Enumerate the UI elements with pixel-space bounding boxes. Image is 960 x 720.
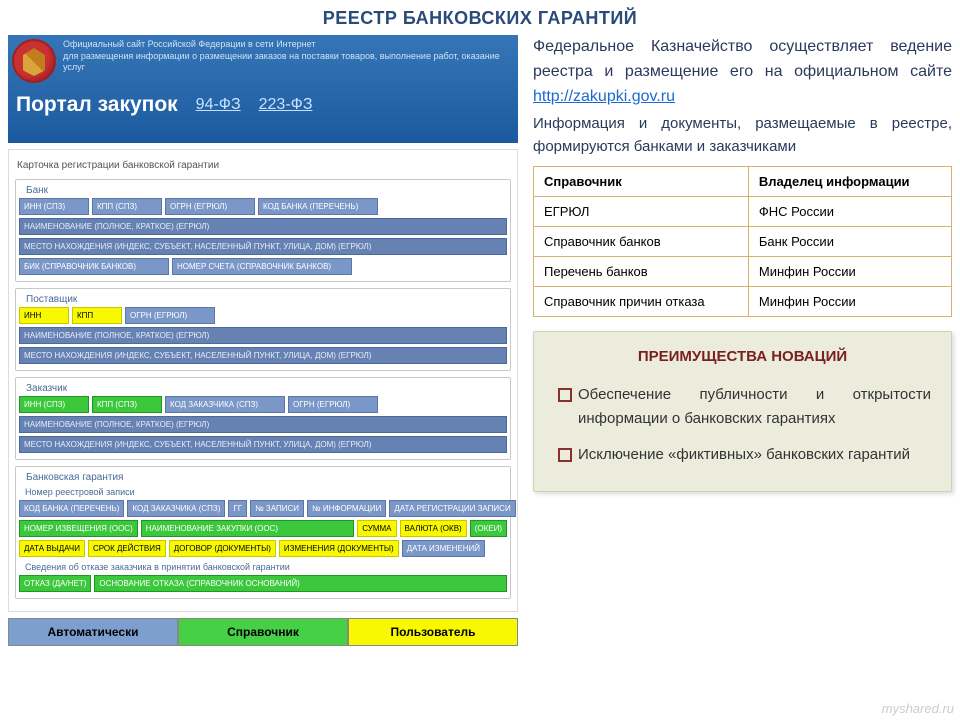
section-label-supplier: Поставщик [23,294,80,305]
table-cell: Перечень банков [534,257,749,287]
table-cell: ЕГРЮЛ [534,197,749,227]
form-card: Карточка регистрации банковской гарантии… [8,149,518,612]
field-supplier-kpp[interactable]: КПП [72,307,122,324]
field-код-банка-перечень-[interactable]: КОД БАНКА (ПЕРЕЧЕНЬ) [19,500,124,517]
field-bank-account[interactable]: НОМЕР СЧЕТА (СПРАВОЧНИК БАНКОВ) [172,258,352,275]
zakupki-link[interactable]: http://zakupki.gov.ru [533,88,675,105]
field--записи[interactable]: № ЗАПИСИ [250,500,304,517]
advantages-title: ПРЕИМУЩЕСТВА НОВАЦИЙ [554,348,931,365]
banner-line1: Официальный сайт Российской Федерации в … [63,39,518,51]
advantage-item: Обеспечение публичности и открытости инф… [554,377,931,437]
field-cust-addr[interactable]: МЕСТО НАХОЖДЕНИЯ (ИНДЕКС, СУБЪЕКТ, НАСЕЛ… [19,436,507,453]
banner-line2: для размещения информации о размещении з… [63,51,518,74]
page-title: РЕЕСТР БАНКОВСКИХ ГАРАНТИЙ [0,0,960,35]
description-2: Информация и документы, размещаемые в ре… [533,113,952,158]
legend: Автоматически Справочник Пользователь [8,618,518,646]
portal-banner: Официальный сайт Российской Федерации в … [8,35,518,143]
field-валюта-окв-[interactable]: ВАЛЮТА (ОКВ) [400,520,467,537]
field-cust-inn[interactable]: ИНН (СПЗ) [19,396,89,413]
section-label-guarantee: Банковская гарантия [23,472,126,483]
field-срок-действия[interactable]: СРОК ДЕЙСТВИЯ [88,540,166,557]
section-guarantee: Банковская гарантия Номер реестровой зап… [15,466,511,599]
field-основание-отказа-справочник-оснований-[interactable]: ОСНОВАНИЕ ОТКАЗА (СПРАВОЧНИК ОСНОВАНИЙ) [94,575,507,592]
field-bank-ogrn[interactable]: ОГРН (ЕГРЮЛ) [165,198,255,215]
watermark: myshared.ru [882,701,954,716]
portal-title: Портал закупок [16,93,178,117]
field-cust-ogrn[interactable]: ОГРН (ЕГРЮЛ) [288,396,378,413]
field--океи-[interactable]: (ОКЕИ) [470,520,507,537]
field-supplier-addr[interactable]: МЕСТО НАХОЖДЕНИЯ (ИНДЕКС, СУБЪЕКТ, НАСЕЛ… [19,347,507,364]
law-link-223[interactable]: 223-ФЗ [259,96,313,114]
field-bank-code[interactable]: КОД БАНКА (ПЕРЕЧЕНЬ) [258,198,378,215]
table-row: Справочник банковБанк России [534,227,952,257]
field-cust-code[interactable]: КОД ЗАКАЗЧИКА (СПЗ) [165,396,285,413]
reference-table: Справочник Владелец информации ЕГРЮЛФНС … [533,166,952,317]
field-дата-выдачи[interactable]: ДАТА ВЫДАЧИ [19,540,85,557]
desc1-text: Федеральное Казначейство осуществляет ве… [533,38,952,80]
field-bank-addr[interactable]: МЕСТО НАХОЖДЕНИЯ (ИНДЕКС, СУБЪЕКТ, НАСЕЛ… [19,238,507,255]
advantage-item: Исключение «фиктивных» банковских гарант… [554,437,931,473]
field-cust-name[interactable]: НАИМЕНОВАНИЕ (ПОЛНОЕ, КРАТКОЕ) (ЕГРЮЛ) [19,416,507,433]
field-bank-bik[interactable]: БИК (СПРАВОЧНИК БАНКОВ) [19,258,169,275]
advantages-box: ПРЕИМУЩЕСТВА НОВАЦИЙ Обеспечение публичн… [533,331,952,492]
legend-auto: Автоматически [8,618,178,646]
legend-user: Пользователь [348,618,518,646]
table-cell: Справочник причин отказа [534,287,749,317]
field-supplier-ogrn[interactable]: ОГРН (ЕГРЮЛ) [125,307,215,324]
section-supplier: Поставщик ИНН КПП ОГРН (ЕГРЮЛ) НАИМЕНОВА… [15,288,511,371]
right-column: Федеральное Казначейство осуществляет ве… [533,35,952,646]
guarantee-sub: Номер реестровой записи [19,485,507,500]
field-договор-документы-[interactable]: ДОГОВОР (ДОКУМЕНТЫ) [169,540,276,557]
field-bank-inn[interactable]: ИНН (СПЗ) [19,198,89,215]
field-дата-регистрации-записи[interactable]: ДАТА РЕГИСТРАЦИИ ЗАПИСИ [389,500,515,517]
field-supplier-name[interactable]: НАИМЕНОВАНИЕ (ПОЛНОЕ, КРАТКОЕ) (ЕГРЮЛ) [19,327,507,344]
field-изменения-документы-[interactable]: ИЗМЕНЕНИЯ (ДОКУМЕНТЫ) [279,540,399,557]
table-row: Справочник причин отказаМинфин России [534,287,952,317]
banner-subtitle: Официальный сайт Российской Федерации в … [63,39,518,74]
law-link-94[interactable]: 94-ФЗ [196,96,241,114]
table-cell: Минфин России [748,257,951,287]
field-дата-изменений[interactable]: ДАТА ИЗМЕНЕНИЙ [402,540,485,557]
left-column: Официальный сайт Российской Федерации в … [8,35,518,646]
field-supplier-inn[interactable]: ИНН [19,307,69,324]
table-row: ЕГРЮЛФНС России [534,197,952,227]
guarantee-sub2: Сведения об отказе заказчика в принятии … [19,560,507,575]
section-label-customer: Заказчик [23,383,70,394]
table-cell: Справочник банков [534,227,749,257]
card-title: Карточка регистрации банковской гарантии [15,156,511,179]
section-bank: Банк ИНН (СПЗ) КПП (СПЗ) ОГРН (ЕГРЮЛ) КО… [15,179,511,282]
table-cell: Минфин России [748,287,951,317]
section-customer: Заказчик ИНН (СПЗ) КПП (СПЗ) КОД ЗАКАЗЧИ… [15,377,511,460]
field-номер-извещения-оос-[interactable]: НОМЕР ИЗВЕЩЕНИЯ (ООС) [19,520,138,537]
table-cell: Банк России [748,227,951,257]
field--информации[interactable]: № ИНФОРМАЦИИ [307,500,386,517]
field-cust-kpp[interactable]: КПП (СПЗ) [92,396,162,413]
section-label-bank: Банк [23,185,51,196]
field-bank-name[interactable]: НАИМЕНОВАНИЕ (ПОЛНОЕ, КРАТКОЕ) (ЕГРЮЛ) [19,218,507,235]
field-наименование-закупки-оос-[interactable]: НАИМЕНОВАНИЕ ЗАКУПКИ (ООС) [141,520,355,537]
field-отказ-да-нет-[interactable]: ОТКАЗ (ДА/НЕТ) [19,575,91,592]
field-сумма[interactable]: СУММА [357,520,396,537]
table-cell: ФНС России [748,197,951,227]
field-код-заказчика-спз-[interactable]: КОД ЗАКАЗЧИКА (СПЗ) [127,500,225,517]
description-1: Федеральное Казначейство осуществляет ве… [533,35,952,109]
field-гг[interactable]: ГГ [228,500,247,517]
th-owner: Владелец информации [748,167,951,197]
th-ref: Справочник [534,167,749,197]
legend-ref: Справочник [178,618,348,646]
table-row: Перечень банковМинфин России [534,257,952,287]
emblem-icon [12,39,56,83]
field-bank-kpp[interactable]: КПП (СПЗ) [92,198,162,215]
